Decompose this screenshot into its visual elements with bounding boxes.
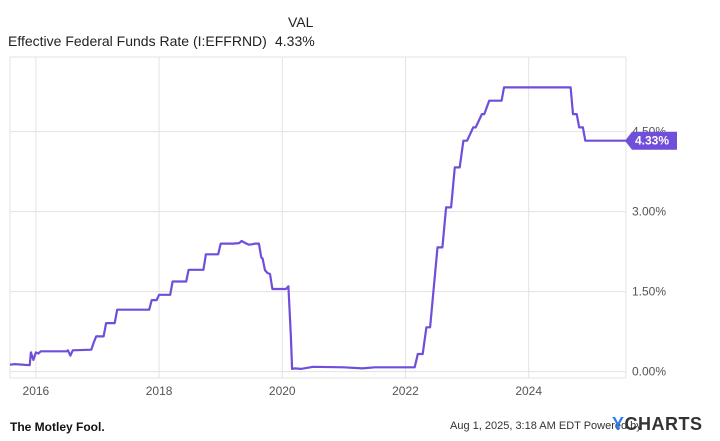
x-tick-label: 2018 (146, 384, 173, 398)
last-value-badge-shape (625, 131, 677, 150)
series-name: Effective Federal Funds Rate (I:EFFRND) (8, 33, 267, 49)
y-tick-label: 0.00% (632, 365, 666, 379)
ycharts-logo-text: CHARTS (624, 414, 703, 434)
x-tick-label: 2022 (392, 384, 419, 398)
value-column-header: VAL (288, 14, 314, 30)
x-tick-label: 2020 (269, 384, 296, 398)
y-axis: 0.00%1.50%3.00%4.50% (632, 125, 666, 379)
ycharts-logo: YCHARTS (612, 414, 703, 435)
y-tick-label: 3.00% (632, 205, 666, 219)
grid (9, 56, 627, 379)
series-line (9, 86, 626, 370)
last-value-badge-text: 4.33% (635, 134, 669, 148)
y-tick-label: 1.50% (632, 285, 666, 299)
current-value: 4.33% (275, 33, 315, 49)
last-value-badge: 4.33% (625, 131, 677, 150)
timestamp-text: Aug 1, 2025, 3:18 AM EDT Powered by (450, 420, 642, 432)
ycharts-logo-y: Y (612, 414, 625, 434)
motley-fool-logo: The Motley Fool. (10, 420, 105, 434)
x-tick-label: 2016 (23, 384, 50, 398)
x-axis: 2016 2018 2020 2022 2024 (23, 384, 543, 398)
x-tick-label: 2024 (515, 384, 542, 398)
